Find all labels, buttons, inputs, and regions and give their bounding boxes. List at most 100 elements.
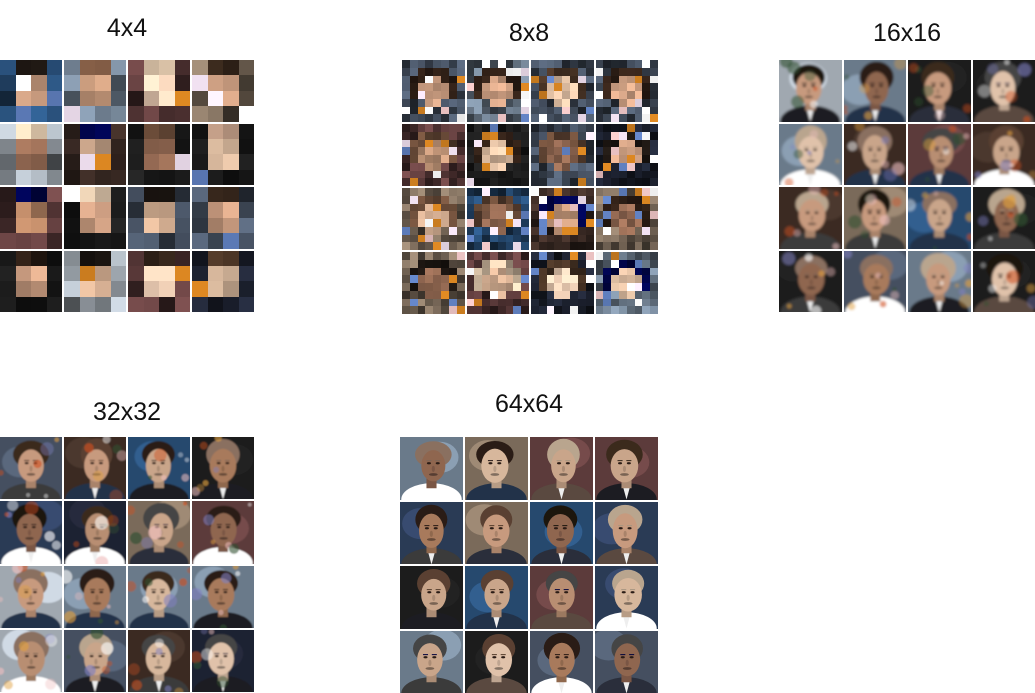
pixel-cell bbox=[538, 226, 547, 235]
pixel-cell bbox=[0, 106, 16, 122]
pixel-cell bbox=[433, 155, 442, 163]
pixel-cell bbox=[642, 147, 651, 155]
pixel-cell bbox=[441, 211, 449, 219]
pixel-cell bbox=[192, 106, 208, 122]
pixel-cell bbox=[448, 306, 457, 314]
pixel-cell bbox=[505, 252, 514, 260]
pixel-cell bbox=[425, 219, 434, 227]
pixel-cell bbox=[626, 147, 635, 155]
pixel-cell bbox=[650, 226, 658, 235]
pixel-cell bbox=[110, 60, 126, 76]
pixel-cell bbox=[513, 178, 522, 186]
pixel-cell bbox=[474, 203, 483, 212]
pixel-cell bbox=[595, 234, 604, 243]
pixel-cell bbox=[482, 219, 490, 227]
pixel-cell bbox=[425, 60, 434, 68]
generated-face-sample bbox=[779, 123, 842, 185]
pixel-cell bbox=[650, 283, 658, 291]
pixel-cell bbox=[46, 106, 62, 122]
pixel-cell bbox=[433, 195, 442, 204]
face-image bbox=[595, 501, 658, 564]
pixel-cell bbox=[441, 298, 449, 307]
pixel-cell bbox=[64, 296, 80, 312]
pixel-cell bbox=[562, 211, 571, 219]
pixel-cell bbox=[466, 298, 475, 307]
pixel-cell bbox=[546, 147, 555, 155]
pixel-cell bbox=[207, 233, 223, 249]
pixel-cell bbox=[595, 298, 604, 307]
pixel-cell bbox=[409, 162, 418, 171]
pixel-cell bbox=[505, 114, 514, 122]
pixel-cell bbox=[595, 67, 604, 76]
pixel-cell bbox=[611, 67, 619, 76]
pixel-cell bbox=[482, 98, 490, 107]
pixel-cell bbox=[577, 283, 586, 291]
pixel-cell bbox=[513, 114, 522, 122]
pixel-cell bbox=[64, 123, 80, 139]
pixel-cell bbox=[31, 187, 47, 203]
pixel-cell bbox=[554, 283, 563, 291]
pixel-cell bbox=[223, 265, 239, 282]
pixel-cell bbox=[448, 60, 457, 68]
pixel-cell bbox=[128, 250, 144, 266]
pixel-cell bbox=[159, 154, 175, 170]
generated-face-sample bbox=[192, 123, 254, 185]
generated-face-sample bbox=[192, 250, 254, 312]
pixel-cell bbox=[505, 267, 514, 276]
generated-face-sample bbox=[128, 437, 190, 500]
pixel-cell bbox=[192, 296, 208, 312]
pixel-cell bbox=[207, 169, 223, 185]
pixel-cell bbox=[562, 188, 571, 196]
pixel-cell bbox=[531, 60, 539, 68]
pixel-cell bbox=[448, 162, 457, 171]
pixel-cell bbox=[562, 259, 571, 268]
pixel-cell bbox=[223, 154, 239, 170]
pixel-cell bbox=[425, 203, 434, 212]
pixel-cell bbox=[489, 252, 498, 260]
pixel-cell bbox=[626, 178, 635, 186]
pixel-cell bbox=[409, 267, 418, 276]
pixel-cell bbox=[425, 147, 434, 155]
pixel-cell bbox=[577, 155, 586, 163]
pixel-cell bbox=[497, 242, 506, 250]
pixel-cell bbox=[642, 131, 651, 140]
pixel-cell bbox=[497, 275, 506, 283]
generated-face-sample bbox=[595, 437, 658, 500]
pixel-cell bbox=[513, 67, 522, 76]
pixel-cell bbox=[433, 170, 442, 179]
pixel-cell bbox=[577, 203, 586, 212]
pixel-cell bbox=[143, 90, 159, 107]
pixel-cell bbox=[585, 283, 594, 291]
pixel-cell bbox=[538, 306, 547, 314]
pixel-cell bbox=[626, 162, 635, 171]
pixel-cell bbox=[554, 170, 563, 179]
pixel-cell bbox=[505, 226, 514, 235]
pixel-cell bbox=[603, 170, 612, 179]
pixel-cell bbox=[505, 178, 514, 186]
pixel-cell bbox=[611, 131, 619, 140]
pixel-cell bbox=[433, 252, 442, 260]
generated-face-sample bbox=[0, 629, 62, 692]
pixel-cell bbox=[603, 155, 612, 163]
pixel-cell bbox=[110, 123, 126, 139]
pixel-cell bbox=[521, 195, 529, 204]
pixel-cell bbox=[562, 75, 571, 84]
pixel-cell bbox=[448, 203, 457, 212]
face-image bbox=[64, 437, 126, 500]
pixel-cell bbox=[562, 267, 571, 276]
pixel-cell bbox=[650, 60, 658, 68]
pixel-cell bbox=[603, 178, 612, 186]
pixel-cell bbox=[417, 242, 426, 250]
pixel-cell bbox=[192, 169, 208, 185]
pixel-cell bbox=[482, 139, 490, 148]
pixel-cell bbox=[538, 162, 547, 171]
pixel-cell bbox=[425, 131, 434, 140]
pixel-cell bbox=[626, 211, 635, 219]
pixel-cell bbox=[521, 162, 529, 171]
pixel-cell bbox=[15, 123, 31, 139]
pixel-cell bbox=[611, 75, 619, 84]
pixel-cell bbox=[554, 91, 563, 99]
pixel-cell bbox=[505, 275, 514, 283]
pixel-cell bbox=[402, 211, 410, 219]
generated-face-sample bbox=[400, 566, 463, 629]
